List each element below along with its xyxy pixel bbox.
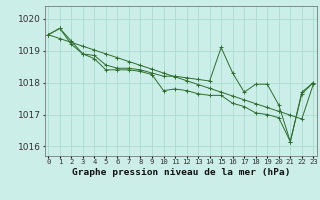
- X-axis label: Graphe pression niveau de la mer (hPa): Graphe pression niveau de la mer (hPa): [72, 168, 290, 177]
